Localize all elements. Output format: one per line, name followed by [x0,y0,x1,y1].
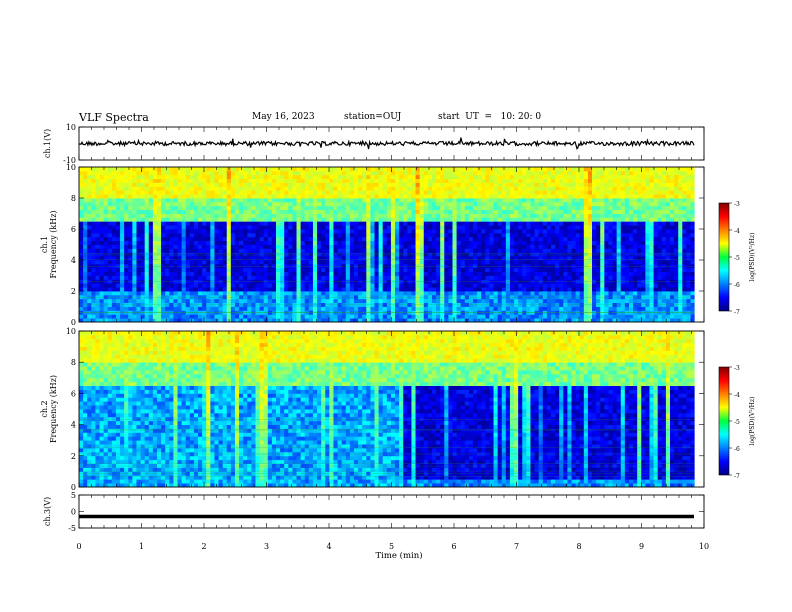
xaxis-ticklabel: 0 [76,542,81,551]
xaxis-ticklabel: 4 [326,542,331,551]
xaxis-ticklabel: 6 [451,542,456,551]
ch1-spec-heatmap [79,167,696,323]
ch3-yticklabel: 5 [71,491,76,500]
ch1-spec-cbar-ticklabel: -6 [734,282,740,289]
ch3-ylabel: ch.3(V) [43,497,52,526]
ch2-spec-cbar-label: log(PSD)(V²/Hz) [749,397,756,446]
ch1-spec-cbar-ticklabel: -7 [734,309,740,316]
ch1-spec-ylabel: ch.1 [40,236,49,253]
ch2-spec-ylabel: Frequency (kHz) [49,375,58,443]
ch1-spec-empty-tail [694,167,704,322]
ch2-spec-yticklabel: 2 [71,452,76,461]
ch2-spec-cbar-ticklabel: -5 [734,419,740,426]
ch2-spec-cbar-ticklabel: -7 [734,473,740,480]
xaxis-ticklabel: 10 [699,542,709,551]
ch2-spec-cbar-ticklabel: -4 [734,392,740,399]
ch1-yticklabel: 10 [66,123,76,132]
ch1-spec-yticklabel: 8 [71,194,76,203]
xaxis-label: Time (min) [375,550,422,561]
ch1-spec-cbar-label: log(PSD)(V²/Hz) [749,233,756,282]
ch1-spec-cbar-ticklabel: -5 [734,255,740,262]
ch1-yticklabel: -10 [63,156,76,165]
ch1-spec-yticklabel: 4 [71,256,76,265]
start-time-label: start UT = 10: 20: 0 [438,112,542,122]
ch1-spec-yticklabel: 0 [71,318,76,327]
ch2-spec-yticklabel: 8 [71,358,76,367]
ch2-spec-yticklabel: 4 [71,421,76,430]
ch1-spec-yticklabel: 2 [71,287,76,296]
ch1-trace [78,137,695,150]
ch2-spec-cbar-ticklabel: -3 [734,365,740,372]
xaxis-ticklabel: 2 [201,542,206,551]
xaxis-ticklabel: 5 [389,542,394,551]
ch1-spec-ylabel: Frequency (kHz) [49,210,58,278]
xaxis-ticklabel: 1 [139,542,144,551]
ch3-yticklabel: 0 [71,508,76,517]
ch2-spec-colorbar [718,366,730,476]
xaxis-ticklabel: 3 [264,542,269,551]
xaxis-ticklabel: 9 [639,542,644,551]
ch1-spec-yticklabel: 6 [71,225,76,234]
ch1-waveform [78,137,695,150]
ch2-spec-yticklabel: 10 [66,327,76,336]
ch1-spec-cbar-ticklabel: -3 [734,201,740,208]
date-label: May 16, 2023 [252,112,315,122]
ch3-yticklabel: -5 [68,524,76,533]
ch1-spec-cbar-ticklabel: -4 [734,228,740,235]
station-label: station=OUJ [344,112,402,122]
ch1-spec-colorbar [718,202,730,312]
ch2-spec-yticklabel: 0 [71,483,76,492]
ch2-spec-ylabel: ch.2 [40,400,49,417]
ch2-spec-yticklabel: 6 [71,389,76,398]
ch1-ylabel: ch.1(V) [43,129,52,158]
ch2-spec-cbar-ticklabel: -6 [734,446,740,453]
ch1-spec-yticklabel: 10 [66,163,76,172]
ch2-spec-heatmap [79,331,696,488]
xaxis-ticklabel: 7 [514,542,519,551]
xaxis-ticklabel: 8 [576,542,581,551]
figure-title: VLF Spectra [79,111,149,124]
ch2-spec-empty-tail [694,331,704,487]
